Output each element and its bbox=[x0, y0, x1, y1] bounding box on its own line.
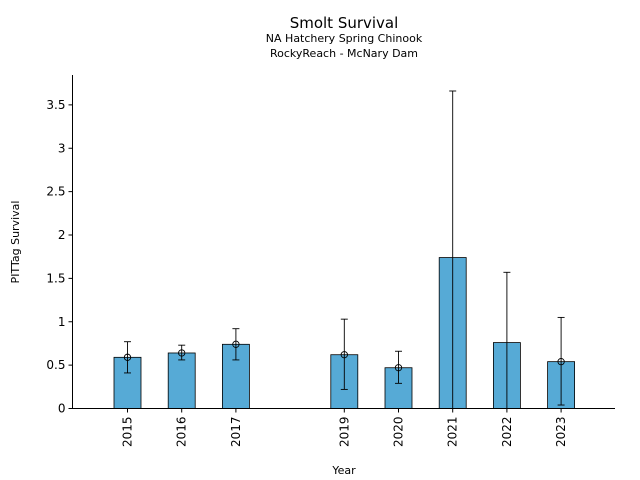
bar bbox=[167, 352, 196, 409]
x-tick-label: 2021 bbox=[446, 417, 460, 448]
chart-title: Smolt Survival bbox=[290, 14, 399, 32]
point-marker bbox=[123, 353, 132, 361]
y-tick-label: 2.5 bbox=[46, 185, 65, 199]
x-tick-label: 2019 bbox=[337, 417, 351, 448]
x-axis-label: Year bbox=[331, 464, 356, 477]
bar bbox=[221, 343, 250, 409]
plot-area bbox=[113, 90, 575, 409]
y-tick-label: 2 bbox=[58, 228, 66, 242]
y-tick-label: 1.5 bbox=[46, 271, 65, 285]
point-marker bbox=[178, 349, 186, 357]
y-axis-label: PITTag Survival bbox=[9, 201, 22, 284]
x-tick-label: 2023 bbox=[554, 417, 568, 448]
point-marker bbox=[340, 351, 348, 359]
y-tick-label: 0.5 bbox=[46, 358, 65, 372]
y-tick-label: 3 bbox=[58, 141, 66, 155]
x-tick-label: 2020 bbox=[392, 417, 406, 448]
point-marker bbox=[394, 364, 403, 372]
chart-subtitle-2: RockyReach - McNary Dam bbox=[270, 47, 418, 60]
x-tick-label: 2017 bbox=[229, 417, 243, 448]
y-tick-label: 1 bbox=[58, 315, 66, 329]
y-tick-label: 0 bbox=[58, 402, 66, 416]
chart-subtitle-1: NA Hatchery Spring Chinook bbox=[266, 32, 423, 45]
point-marker bbox=[557, 358, 565, 366]
point-marker bbox=[232, 340, 240, 348]
y-tick-label: 3.5 bbox=[46, 98, 65, 112]
x-tick-label: 2016 bbox=[175, 417, 189, 448]
x-tick-label: 2022 bbox=[500, 417, 514, 448]
x-tick-label: 2015 bbox=[121, 417, 135, 448]
